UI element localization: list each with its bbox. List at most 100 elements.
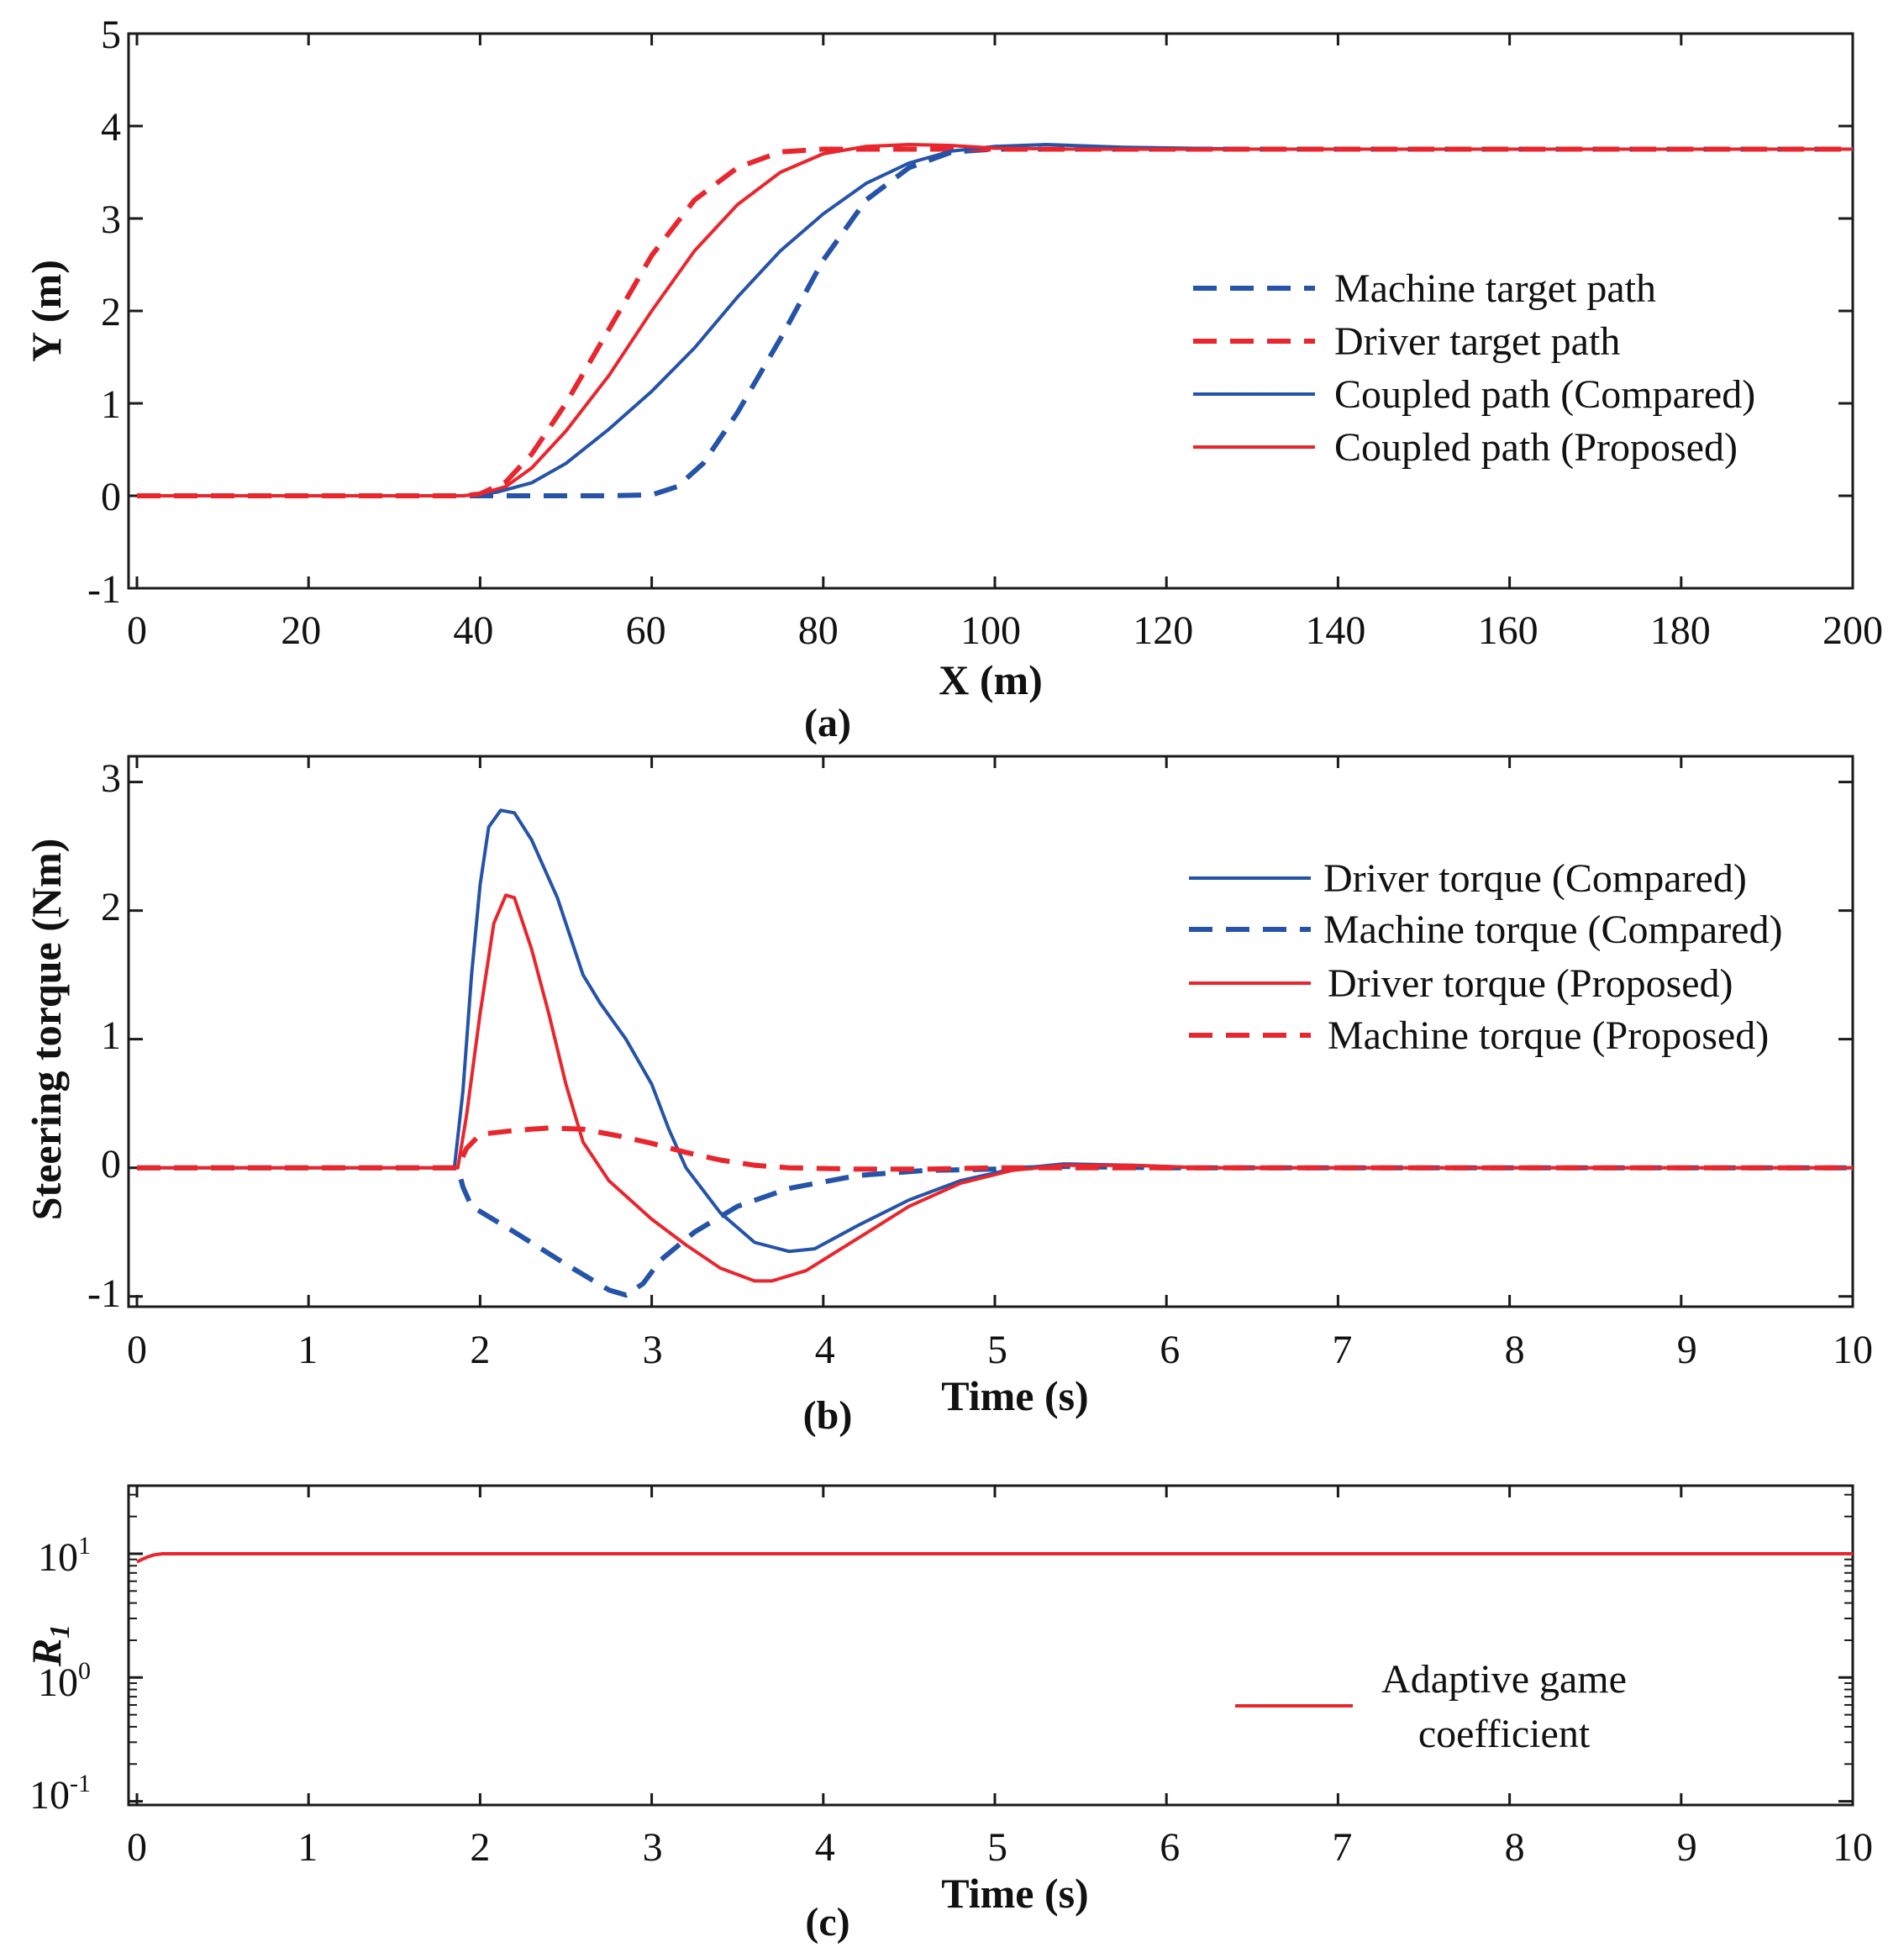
panel-label-c: (c): [805, 1900, 849, 1944]
y-tick-label: -1: [87, 567, 121, 612]
y-tick-label: 1: [101, 382, 121, 427]
y-tick-label: 10-1: [29, 1770, 91, 1818]
y-axis-label-a: Y (m): [23, 260, 70, 362]
legend-entry: Machine torque (Compared): [1323, 908, 1782, 952]
plot-frame-b: [127, 755, 1854, 1308]
y-tick-label: 3: [101, 197, 121, 242]
legend-entry: Machine target path: [1334, 266, 1656, 311]
x-axis-label-c: Time (s): [941, 1870, 1088, 1917]
y-tick-label: 101: [38, 1532, 91, 1580]
series-line-driver-torque-compared: [137, 808, 1853, 1254]
x-ticks-a: 0 20 40 60 80 100 120 140 160 180 200: [127, 608, 1883, 653]
legend-b: Driver torque (Compared) Machine torque …: [1189, 856, 1782, 1058]
panel-b-torque-chart: 0 1 2 3 4 5 6 7 8 9 10 -1 0 1 2 3 Time (…: [23, 755, 1873, 1438]
y-ticks-b: -1 0 1 2 3: [87, 756, 121, 1316]
legend-entry: Driver torque (Proposed): [1328, 961, 1733, 1006]
x-tick-label: 5: [987, 1825, 1007, 1870]
y-tick-label: 0: [101, 1142, 121, 1187]
series-line-driver-torque-proposed: [137, 893, 1853, 1283]
x-tick-label: 10: [1833, 1328, 1873, 1372]
legend-entry: Driver torque (Compared): [1323, 856, 1747, 901]
legend-entry: Driver target path: [1334, 319, 1620, 364]
series-line-machine-torque-compared: [137, 1164, 1853, 1298]
x-tick-label: 20: [281, 608, 321, 653]
x-tick-label: 0: [127, 1825, 147, 1870]
x-tick-label: 2: [470, 1328, 490, 1372]
tick-exponent: -1: [70, 1770, 91, 1797]
series-line-coupled-path-proposed: [137, 143, 1853, 497]
x-tick-label: 6: [1160, 1328, 1180, 1372]
x-tick-label: 120: [1133, 608, 1193, 653]
y-tick-label: 1: [101, 1013, 121, 1058]
y-tick-label: 100: [38, 1657, 91, 1705]
legend-c: Adaptive game coefficient: [1235, 1657, 1627, 1756]
x-ticks-c: 0 1 2 3 4 5 6 7 8 9 10: [127, 1825, 1873, 1870]
x-tick-label: 40: [453, 608, 493, 653]
panel-a-path-chart: 0 20 40 60 80 100 120 140 160 180 200 -1…: [23, 13, 1883, 745]
x-tick-label: 1: [297, 1825, 318, 1870]
x-tick-label: 4: [815, 1328, 835, 1372]
y-tick-label: 4: [101, 105, 121, 150]
legend-entry-line-1: Adaptive game: [1381, 1657, 1627, 1702]
series-group-c: [129, 1486, 1854, 1805]
x-tick-label: 3: [643, 1825, 663, 1870]
y-tick-label: 3: [101, 756, 121, 801]
x-tick-label: 10: [1833, 1825, 1873, 1870]
y-axis-label-text: R1: [23, 1624, 76, 1667]
series-line-adaptive-game-coefficient: [136, 1552, 1853, 1564]
x-tick-label: 180: [1650, 608, 1711, 653]
y-tick-label: 2: [101, 290, 121, 334]
series-group-a: [129, 32, 1854, 590]
y-tick-label: 0: [101, 475, 121, 519]
y-ticks-a: -1 0 1 2 3 4 5: [87, 13, 121, 612]
legend-entry: Coupled path (Proposed): [1334, 425, 1738, 470]
x-tick-label: 9: [1677, 1825, 1697, 1870]
x-tick-label: 0: [127, 1328, 147, 1372]
panel-c-coefficient-chart: 0 1 2 3 4 5 6 7 8 9 10 10-1 100 101 Time…: [23, 1484, 1873, 1944]
x-tick-label: 7: [1332, 1825, 1352, 1870]
legend-entry-line-2: coefficient: [1418, 1712, 1591, 1756]
x-tick-label: 200: [1822, 608, 1883, 653]
x-ticks-b: 0 1 2 3 4 5 6 7 8 9 10: [127, 1328, 1873, 1372]
series-line-coupled-path-compared: [137, 143, 1853, 497]
tick-base: 10: [29, 1773, 70, 1818]
tick-base: 10: [38, 1535, 78, 1580]
plot-frame-a: [127, 32, 1854, 590]
x-axis-label-a: X (m): [939, 656, 1043, 703]
y-tick-label: 5: [101, 13, 121, 57]
x-tick-label: 9: [1677, 1328, 1697, 1372]
series-group-b: [129, 756, 1854, 1307]
tick-exponent: 0: [78, 1657, 91, 1685]
panel-label-b: (b): [803, 1393, 853, 1438]
x-tick-label: 140: [1305, 608, 1365, 653]
y-tick-label: 2: [101, 885, 121, 929]
y-axis-label-c: R1: [23, 1624, 76, 1667]
x-tick-label: 100: [960, 608, 1021, 653]
x-tick-label: 80: [798, 608, 839, 653]
tick-base: 10: [38, 1660, 78, 1705]
legend-a: Machine target path Driver target path C…: [1193, 266, 1755, 470]
x-axis-label-b: Time (s): [941, 1372, 1088, 1419]
x-tick-label: 160: [1478, 608, 1538, 653]
x-tick-label: 1: [297, 1328, 318, 1372]
x-tick-label: 8: [1505, 1825, 1525, 1870]
y-axis-label-b: Steering torque (Nm): [23, 839, 70, 1221]
legend-entry: Machine torque (Proposed): [1328, 1013, 1769, 1058]
legend-entry: Coupled path (Compared): [1334, 372, 1755, 417]
y-tick-label: -1: [87, 1271, 121, 1316]
x-tick-label: 6: [1160, 1825, 1180, 1870]
x-tick-label: 4: [815, 1825, 835, 1870]
x-tick-label: 5: [987, 1328, 1007, 1372]
x-tick-label: 7: [1332, 1328, 1352, 1372]
x-tick-label: 60: [626, 608, 666, 653]
plot-frame-c: [127, 1484, 1854, 1807]
x-tick-label: 8: [1505, 1328, 1525, 1372]
tick-exponent: 1: [78, 1532, 91, 1560]
series-line-machine-torque-proposed: [137, 1125, 1853, 1172]
y-ticks-c: 10-1 100 101: [29, 1532, 91, 1818]
x-tick-label: 0: [127, 608, 147, 653]
panel-label-a: (a): [804, 701, 851, 745]
x-tick-label: 2: [470, 1825, 490, 1870]
x-tick-label: 3: [643, 1328, 663, 1372]
